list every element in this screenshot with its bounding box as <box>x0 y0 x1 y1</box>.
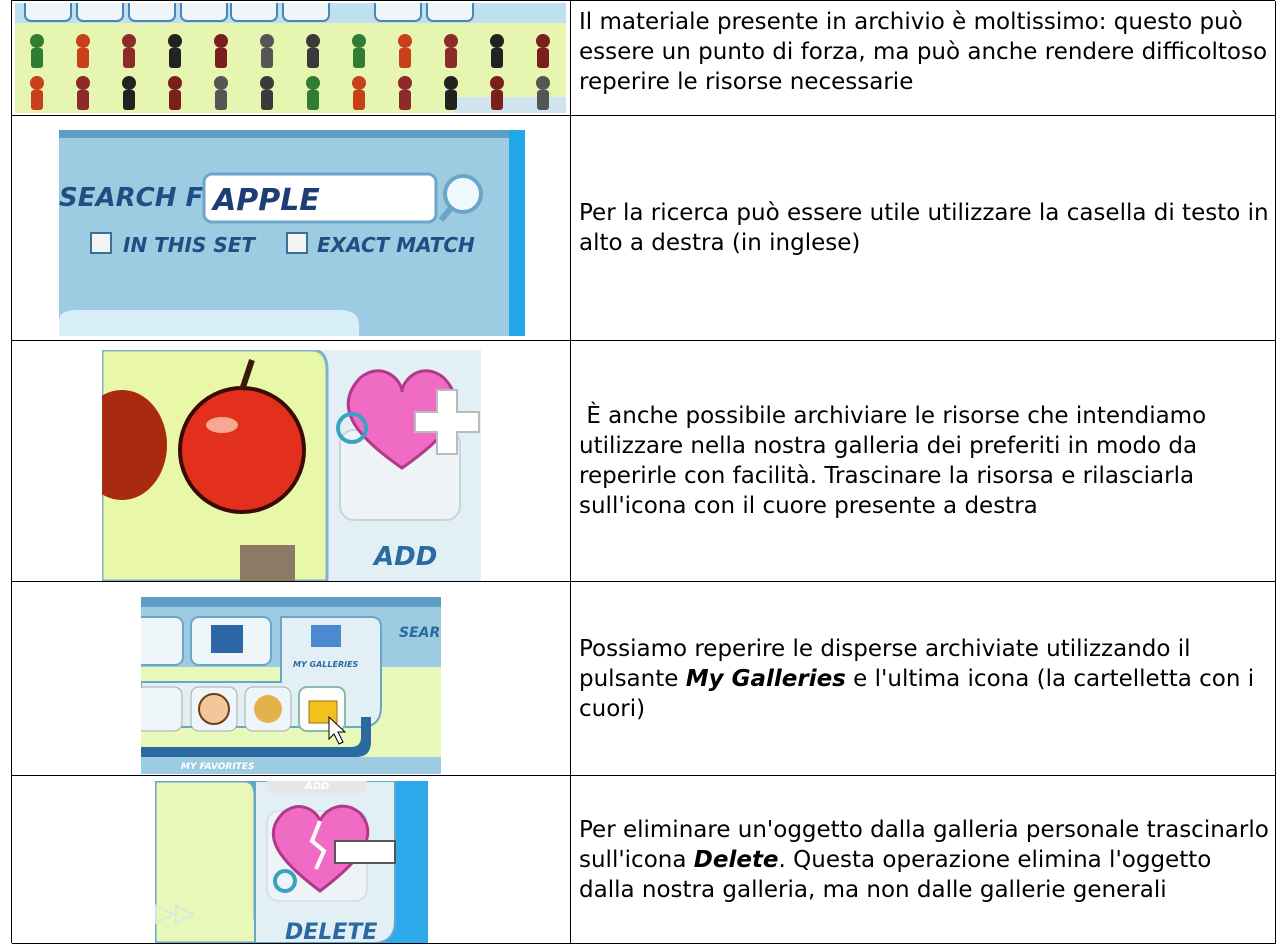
decoration <box>307 48 319 68</box>
decoration <box>77 48 89 68</box>
description: Possiamo reperire le disperse archiviate… <box>571 582 1276 776</box>
decoration <box>122 34 136 48</box>
decoration <box>31 90 43 110</box>
decoration <box>260 34 274 48</box>
decoration <box>214 76 228 90</box>
search-query: APPLE <box>211 183 320 218</box>
favorites-label: MY FAVORITES <box>181 762 254 772</box>
delete-screenshot: ADD DELETE ▷▷ <box>155 781 428 943</box>
search-screenshot: SEARCH FOR APPLE IN THIS SET EXACT MATCH <box>59 130 525 336</box>
galleries-label: MY GALLERIES <box>293 660 359 669</box>
decoration <box>169 48 181 68</box>
decoration <box>76 34 90 48</box>
decoration <box>282 3 330 22</box>
decoration <box>490 76 504 90</box>
text-part: Per eliminare un'oggetto dalla galleria … <box>579 816 1269 873</box>
decoration <box>169 90 181 110</box>
decoration <box>353 48 365 68</box>
decoration <box>123 90 135 110</box>
description: È anche possibile archiviare le risorse … <box>571 341 1276 582</box>
text-part: e l'ultima icona (la cartelletta con i c… <box>579 665 1262 722</box>
galleries-screenshot: MY GALLERIES SEAR MY FAVORITES <box>141 597 441 774</box>
decoration <box>399 90 411 110</box>
decoration <box>536 34 550 48</box>
text-part: Possiamo reperire le disperse archiviate… <box>579 635 1198 692</box>
decoration <box>445 48 457 68</box>
add-label: ADD <box>372 542 437 572</box>
decoration <box>261 90 273 110</box>
text: Il materiale presente in archivio è molt… <box>579 9 1275 95</box>
text: Per la ricerca può essere utile utilizza… <box>579 200 1276 256</box>
decoration <box>24 3 72 22</box>
text: Per eliminare un'oggetto dalla galleria … <box>579 815 1269 905</box>
decoration <box>353 90 365 110</box>
svg-text:▷▷: ▷▷ <box>155 898 195 928</box>
decoration <box>215 48 227 68</box>
decoration <box>122 76 136 90</box>
decoration <box>76 3 124 22</box>
decoration <box>30 76 44 90</box>
decoration <box>215 90 227 110</box>
decoration <box>77 90 89 110</box>
decoration <box>76 76 90 90</box>
decoration <box>214 34 228 48</box>
decoration <box>261 48 273 68</box>
decoration <box>128 3 176 22</box>
table: Il materiale presente in archivio è molt… <box>11 0 1276 944</box>
option-label: IN THIS SET <box>123 233 256 257</box>
decoration <box>537 48 549 68</box>
decoration <box>260 76 274 90</box>
decoration <box>491 90 503 110</box>
description: Il materiale presente in archivio è molt… <box>571 1 1276 116</box>
decoration <box>123 48 135 68</box>
decoration <box>31 48 43 68</box>
decoration <box>230 3 278 22</box>
text: È anche possibile archiviare le risorse … <box>579 403 1214 519</box>
decoration <box>426 3 474 22</box>
text-part: . Questa operazione elimina l'oggetto da… <box>579 846 1219 903</box>
decoration <box>306 76 320 90</box>
decoration <box>399 48 411 68</box>
decoration <box>491 48 503 68</box>
decoration <box>398 76 412 90</box>
description: Per eliminare un'oggetto dalla galleria … <box>571 776 1276 944</box>
text: Possiamo reperire le disperse archiviate… <box>579 634 1269 724</box>
decoration <box>398 34 412 48</box>
option-label: EXACT MATCH <box>317 233 475 257</box>
image-cell: ADD <box>12 341 571 582</box>
decoration <box>307 90 319 110</box>
emphasis: Delete <box>693 846 779 873</box>
decoration <box>352 34 366 48</box>
decoration <box>444 34 458 48</box>
gallery-screenshot <box>15 3 566 113</box>
image-cell: SEARCH FOR APPLE IN THIS SET EXACT MATCH <box>12 116 571 341</box>
image-cell: MY GALLERIES SEAR MY FAVORITES <box>12 582 571 776</box>
delete-label: DELETE <box>285 920 377 943</box>
add-label: ADD <box>304 781 329 792</box>
decoration <box>30 34 44 48</box>
description: Per la ricerca può essere utile utilizza… <box>571 116 1276 341</box>
decoration <box>180 3 228 22</box>
decoration <box>168 76 182 90</box>
search-label: SEAR <box>399 625 440 641</box>
decoration <box>374 3 422 22</box>
decoration <box>168 34 182 48</box>
decoration <box>444 76 458 90</box>
image-cell <box>12 1 571 116</box>
decoration <box>536 76 550 90</box>
emphasis: My Galleries <box>685 665 846 692</box>
image-cell: ADD DELETE ▷▷ <box>12 776 571 944</box>
decoration <box>445 90 457 110</box>
decoration <box>490 34 504 48</box>
decoration <box>306 34 320 48</box>
decoration <box>352 76 366 90</box>
favorites-screenshot: ADD <box>102 350 481 581</box>
decoration <box>537 90 549 110</box>
